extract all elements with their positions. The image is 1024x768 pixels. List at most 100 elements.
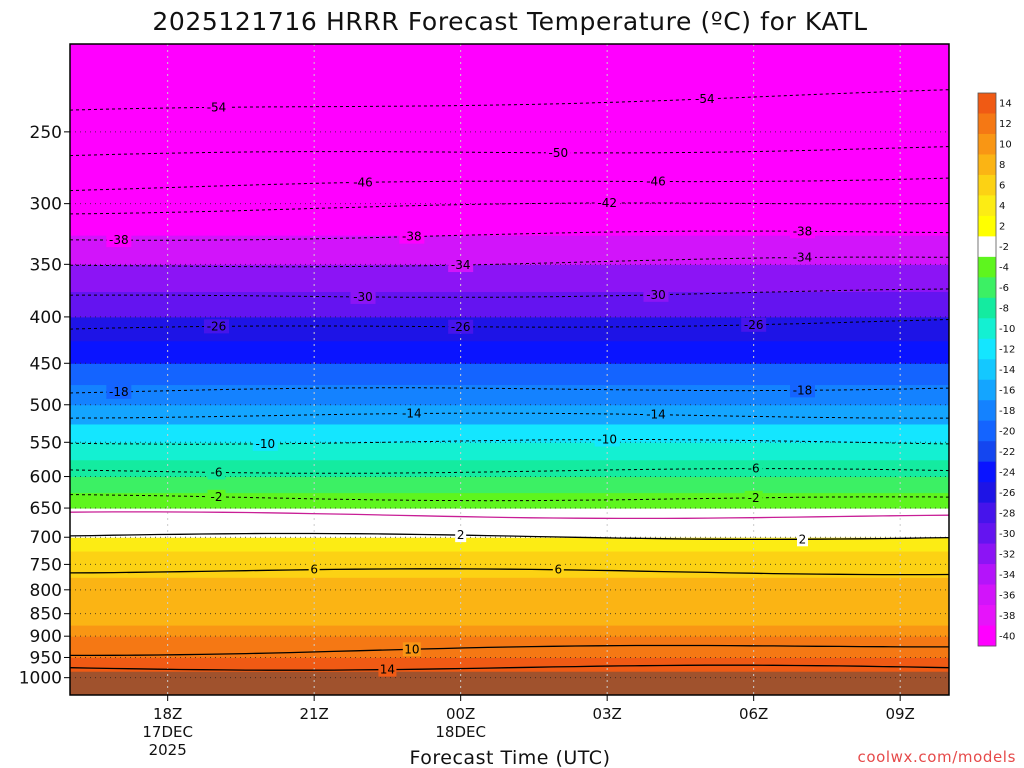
colorbar-swatch bbox=[978, 93, 996, 114]
colorbar-swatch bbox=[978, 625, 996, 647]
isotherm-label: -10 bbox=[256, 437, 276, 451]
isotherm-label: -18 bbox=[109, 385, 129, 399]
temperature-band bbox=[70, 537, 949, 552]
temperature-band bbox=[70, 508, 949, 524]
temperature-band bbox=[70, 169, 949, 205]
isotherm-label-bg bbox=[207, 489, 226, 504]
colorbar-label: -28 bbox=[999, 508, 1015, 519]
colorbar-label: -26 bbox=[999, 488, 1015, 499]
colorbar-label: 2 bbox=[999, 222, 1005, 233]
temperature-band bbox=[70, 601, 949, 615]
isotherm-line bbox=[70, 146, 949, 157]
colorbar-label: -18 bbox=[999, 406, 1015, 417]
y-tick-label: 350 bbox=[30, 255, 62, 275]
isotherm-label: -6 bbox=[748, 462, 760, 476]
temperature-band bbox=[70, 589, 949, 603]
colorbar-label: -20 bbox=[999, 426, 1015, 437]
y-tick-label: 400 bbox=[30, 308, 62, 328]
temperature-band bbox=[70, 384, 949, 406]
isotherm-label: -26 bbox=[207, 319, 227, 333]
site-credit: coolwx.com/models bbox=[858, 748, 1017, 766]
x-tick-label: 00Z bbox=[446, 705, 475, 723]
isotherm-label-bg bbox=[308, 562, 320, 577]
chart-title: 2025121716 HRRR Forecast Temperature (ºC… bbox=[152, 7, 867, 36]
isotherm-label-bg bbox=[790, 224, 815, 239]
isotherm-label: -2 bbox=[211, 490, 223, 504]
temperature-band bbox=[70, 625, 949, 637]
isotherm-label: 6 bbox=[310, 563, 318, 577]
isotherm-label: 2 bbox=[799, 532, 807, 546]
isotherm-line bbox=[70, 288, 949, 298]
isotherm-label-bg bbox=[204, 319, 229, 334]
colorbar-swatch bbox=[978, 441, 996, 463]
temperature-band bbox=[70, 551, 949, 565]
colorbar-swatch bbox=[978, 195, 996, 217]
colorbar-swatch bbox=[978, 605, 996, 626]
colorbar-label: 8 bbox=[999, 160, 1005, 171]
isotherm-label-bg bbox=[402, 642, 421, 657]
temperature-band bbox=[70, 564, 949, 578]
colorbar-swatch bbox=[978, 400, 996, 422]
x-tick-date: 17DEC bbox=[142, 723, 193, 741]
isotherm-label: -30 bbox=[646, 288, 666, 302]
ground-area bbox=[70, 671, 949, 695]
x-tick-year: 2025 bbox=[149, 741, 187, 759]
colorbar-label: 12 bbox=[999, 119, 1012, 130]
colorbar-swatch bbox=[978, 154, 996, 176]
colorbar-swatch bbox=[978, 277, 996, 299]
isotherm-label-bg bbox=[204, 100, 229, 115]
pressure-axis: 2503003504004505005506006507007508008509… bbox=[19, 123, 70, 689]
isotherm-line bbox=[70, 644, 949, 657]
isotherm-label-bg bbox=[399, 406, 425, 421]
isotherm-label: -14 bbox=[402, 407, 422, 421]
isotherm-label: 2 bbox=[457, 528, 465, 542]
x-tick-label: 21Z bbox=[299, 705, 328, 723]
isotherm-label: -38 bbox=[793, 224, 813, 238]
colorbar-legend: 14 12 10 8 6 4 2 -2 -4 -6 -8 -10 -12 -14 -16 -18 -20 -22 -… bbox=[977, 92, 1015, 647]
colorbar-label: -36 bbox=[999, 590, 1015, 601]
isotherm-label: -38 bbox=[402, 230, 422, 244]
isotherm-label-bg bbox=[106, 384, 132, 399]
colorbar-label: -14 bbox=[999, 365, 1015, 376]
colorbar-label: -24 bbox=[999, 467, 1015, 478]
colorbar-label: 4 bbox=[999, 201, 1005, 212]
colorbar-label: 6 bbox=[999, 181, 1005, 192]
temperature-band bbox=[70, 235, 949, 265]
isotherm-label: 14 bbox=[380, 663, 395, 677]
temperature-band bbox=[70, 636, 949, 648]
colorbar-label: -10 bbox=[999, 324, 1015, 335]
x-tick-date: 18DEC bbox=[435, 723, 486, 741]
isotherm-contours: 14 10 6 6 2 2 -2 -2 -6 -6 -10 -10 -14 -14 -18 -18 -26 -26… bbox=[70, 89, 949, 677]
colorbar-label: -40 bbox=[999, 631, 1015, 642]
isotherm-label-bg bbox=[797, 532, 808, 547]
colorbar-label: -16 bbox=[999, 385, 1015, 396]
isotherm-label-bg bbox=[741, 317, 767, 332]
temperature-band bbox=[70, 459, 949, 478]
colorbar-label: -8 bbox=[999, 304, 1009, 315]
temperature-band bbox=[70, 291, 949, 318]
isotherm-label-bg bbox=[790, 383, 815, 398]
y-tick-label: 600 bbox=[30, 468, 62, 488]
colorbar-label: -30 bbox=[999, 529, 1015, 540]
y-tick-label: 800 bbox=[30, 581, 62, 601]
colorbar-swatch bbox=[978, 523, 996, 544]
colorbar-label: 14 bbox=[999, 99, 1012, 110]
isotherm-label-bg bbox=[790, 250, 815, 265]
colorbar-swatch bbox=[978, 318, 996, 340]
isotherm-label-bg bbox=[692, 91, 718, 106]
colorbar-swatch bbox=[978, 256, 996, 278]
y-tick-label: 750 bbox=[30, 555, 62, 575]
isotherm-label: -18 bbox=[793, 383, 813, 397]
isotherm-line bbox=[70, 664, 949, 671]
isotherm-label: -14 bbox=[646, 408, 666, 422]
isotherm-label: -42 bbox=[597, 196, 617, 210]
isotherm-line bbox=[70, 177, 949, 192]
isotherm-label: -34 bbox=[793, 250, 813, 264]
isotherm-label-bg bbox=[744, 490, 763, 505]
isotherm-label: -46 bbox=[353, 175, 373, 189]
temperature-band bbox=[70, 423, 949, 443]
colorbar-swatch bbox=[978, 379, 996, 401]
isotherm-line bbox=[70, 568, 949, 576]
isotherm-label: -54 bbox=[207, 100, 227, 114]
